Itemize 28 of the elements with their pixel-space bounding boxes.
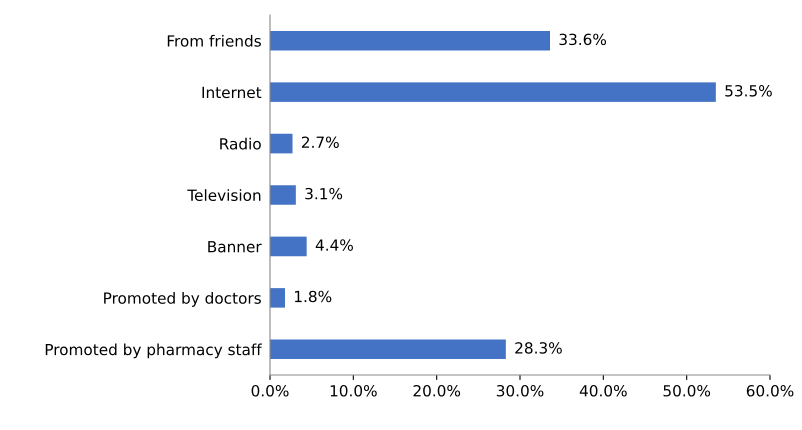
y-tick-label: Banner [208, 241, 262, 252]
y-tick-label: Promoted by doctors [104, 292, 261, 307]
bar [270, 30, 550, 50]
bar [270, 236, 307, 256]
x-tick-label: 30.0% [496, 384, 544, 397]
x-tick-label: 60.0% [746, 384, 794, 397]
y-tick-label: Internet [202, 86, 262, 98]
data-label: 28.3% [515, 342, 562, 354]
y-tick-label: Television [187, 189, 260, 202]
bar [270, 288, 285, 308]
data-label: 2.7% [302, 136, 339, 148]
x-tick-label: 0.0% [252, 384, 289, 397]
x-tick-label: 50.0% [664, 384, 710, 397]
bar [270, 82, 716, 102]
x-tick-label: 40.0% [580, 384, 627, 397]
x-tick-label: 10.0% [330, 384, 377, 397]
bar [270, 185, 296, 205]
x-tick-label: 20.0% [414, 384, 460, 397]
y-tick-label: Radio [220, 138, 261, 150]
data-label: 3.1% [305, 188, 342, 200]
bar [270, 134, 292, 154]
data-label: 53.5% [725, 85, 772, 97]
data-label: 4.4% [316, 239, 353, 251]
bar [270, 340, 506, 360]
y-tick-label: Promoted by pharmacy staff [46, 343, 262, 358]
y-tick-label: From friends [168, 34, 261, 47]
data-label: 1.8% [295, 290, 332, 302]
data-label: 33.6% [560, 34, 606, 46]
